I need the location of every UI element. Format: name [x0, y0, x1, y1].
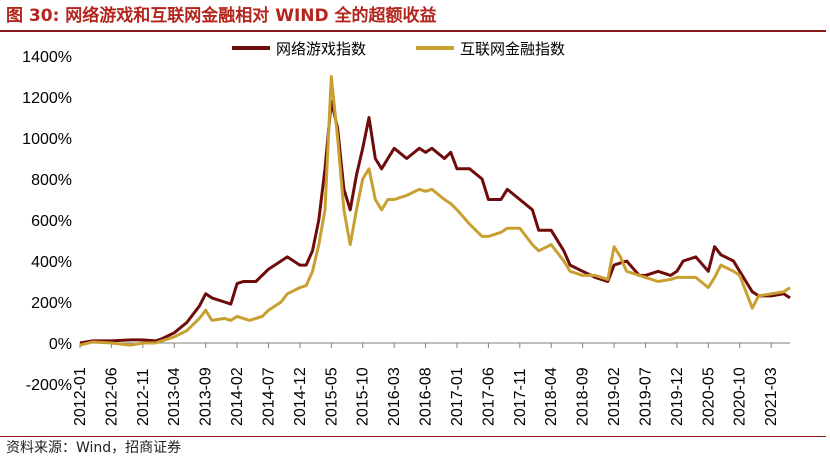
x-tick-label: 2019-02	[606, 367, 623, 426]
x-tick-label: 2017-06	[480, 367, 497, 426]
chart-legend: 网络游戏指数 互联网金融指数	[232, 40, 565, 58]
y-tick-label: 1000%	[22, 131, 72, 148]
x-tick-label: 2014-12	[292, 367, 309, 426]
x-tick-label: 2020-10	[732, 367, 749, 426]
x-axis: 2012-01 2012-06 2012-11 2013-04 2013-09 2014-…	[72, 342, 790, 426]
legend-label-game: 网络游戏指数	[276, 40, 366, 58]
x-tick-label: 2020-05	[700, 367, 717, 426]
series-line-game	[79, 99, 791, 345]
x-tick-label: 2012-06	[103, 367, 120, 426]
excess-return-line-chart: 网络游戏指数 互联网金融指数 -200% 0% 200% 400% 600% 800% 100…	[22, 40, 791, 426]
y-tick-label: 600%	[31, 213, 72, 230]
source-note: 资料来源：Wind，招商证券	[6, 440, 182, 456]
x-tick-label: 2012-11	[135, 368, 152, 426]
figure-title: 图 30: 网络游戏和互联网金融相对 WIND 全的超额收益	[6, 6, 437, 26]
y-axis: -200% 0% 200% 400% 600% 800% 1000% 1200% 1400%	[22, 49, 72, 394]
x-tick-label: 2016-03	[386, 367, 403, 426]
y-tick-label: 800%	[31, 172, 72, 189]
x-tick-label: 2013-09	[198, 367, 215, 426]
x-tick-label: 2016-08	[418, 367, 435, 426]
x-tick-label: 2015-05	[323, 367, 340, 426]
y-tick-label: 400%	[31, 254, 72, 271]
footer-divider	[0, 436, 826, 437]
series-line-fin	[79, 75, 791, 347]
y-tick-label: 1200%	[22, 90, 72, 107]
x-tick-label: 2013-04	[166, 367, 183, 426]
legend-label-fin: 互联网金融指数	[460, 40, 565, 58]
y-tick-label: 0%	[49, 336, 72, 353]
x-tick-label: 2015-10	[355, 367, 372, 426]
plot-area	[79, 75, 791, 347]
x-tick-label: 2012-01	[72, 367, 89, 426]
y-tick-label: 1400%	[22, 49, 72, 66]
x-tick-label: 2014-07	[260, 367, 277, 426]
x-tick-label: 2019-07	[637, 367, 654, 426]
x-tick-label: 2017-11	[512, 368, 529, 426]
y-tick-label: 200%	[31, 295, 72, 312]
x-tick-label: 2021-03	[763, 367, 780, 426]
x-tick-label: 2018-04	[543, 367, 560, 426]
title-divider	[0, 30, 826, 32]
x-tick-label: 2018-09	[575, 367, 592, 426]
x-tick-label: 2014-02	[229, 367, 246, 426]
y-tick-label: -200%	[26, 377, 72, 394]
x-tick-label: 2017-01	[449, 367, 466, 426]
x-tick-label: 2019-12	[669, 367, 686, 426]
